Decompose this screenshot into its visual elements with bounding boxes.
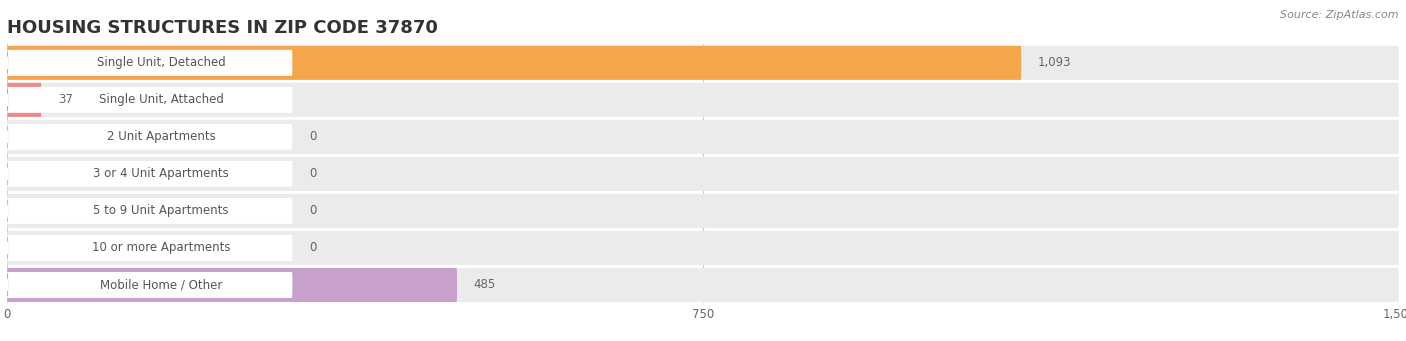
FancyBboxPatch shape xyxy=(7,46,1399,80)
FancyBboxPatch shape xyxy=(7,198,292,224)
FancyBboxPatch shape xyxy=(7,46,1021,80)
Text: 10 or more Apartments: 10 or more Apartments xyxy=(91,241,231,254)
Text: Single Unit, Attached: Single Unit, Attached xyxy=(98,93,224,106)
Text: 0: 0 xyxy=(309,205,316,218)
FancyBboxPatch shape xyxy=(7,268,457,302)
FancyBboxPatch shape xyxy=(7,83,1399,117)
FancyBboxPatch shape xyxy=(7,161,292,187)
Text: Source: ZipAtlas.com: Source: ZipAtlas.com xyxy=(1281,10,1399,20)
Text: 485: 485 xyxy=(474,279,496,292)
Text: Mobile Home / Other: Mobile Home / Other xyxy=(100,279,222,292)
Text: 0: 0 xyxy=(309,241,316,254)
FancyBboxPatch shape xyxy=(7,120,1399,154)
FancyBboxPatch shape xyxy=(7,87,292,113)
Text: HOUSING STRUCTURES IN ZIP CODE 37870: HOUSING STRUCTURES IN ZIP CODE 37870 xyxy=(7,19,437,37)
FancyBboxPatch shape xyxy=(7,268,1399,302)
FancyBboxPatch shape xyxy=(7,272,292,298)
Text: 0: 0 xyxy=(309,167,316,180)
Text: 37: 37 xyxy=(58,93,73,106)
Text: 1,093: 1,093 xyxy=(1038,56,1071,69)
FancyBboxPatch shape xyxy=(7,83,41,117)
FancyBboxPatch shape xyxy=(7,157,1399,191)
Text: 3 or 4 Unit Apartments: 3 or 4 Unit Apartments xyxy=(93,167,229,180)
Text: 0: 0 xyxy=(309,130,316,143)
Text: Single Unit, Detached: Single Unit, Detached xyxy=(97,56,225,69)
FancyBboxPatch shape xyxy=(7,231,1399,265)
Text: 2 Unit Apartments: 2 Unit Apartments xyxy=(107,130,215,143)
FancyBboxPatch shape xyxy=(7,50,292,76)
FancyBboxPatch shape xyxy=(7,194,1399,228)
Text: 5 to 9 Unit Apartments: 5 to 9 Unit Apartments xyxy=(93,205,229,218)
FancyBboxPatch shape xyxy=(7,124,292,150)
FancyBboxPatch shape xyxy=(7,235,292,261)
